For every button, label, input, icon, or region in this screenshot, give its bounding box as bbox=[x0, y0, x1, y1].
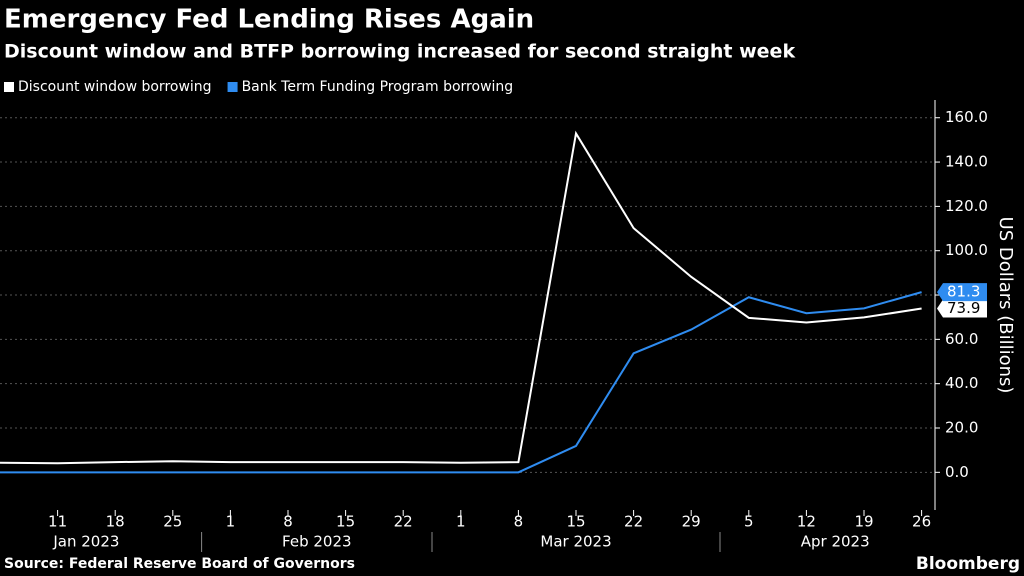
x-tick-label: 5 bbox=[744, 513, 754, 531]
chart-title: Emergency Fed Lending Rises Again bbox=[4, 5, 534, 35]
value-label-box bbox=[937, 283, 987, 302]
value-label: 81.3 bbox=[947, 283, 980, 301]
x-tick-label: 1 bbox=[456, 513, 466, 531]
x-tick-label: 22 bbox=[394, 513, 413, 531]
legend-swatch bbox=[4, 82, 14, 92]
x-tick-label: 29 bbox=[682, 513, 701, 531]
y-tick-label: 160.0 bbox=[945, 108, 988, 126]
y-tick-label: 100.0 bbox=[945, 241, 988, 259]
chart-subtitle: Discount window and BTFP borrowing incre… bbox=[4, 41, 795, 63]
value-label-box bbox=[937, 299, 987, 318]
x-tick-label: 11 bbox=[48, 513, 67, 531]
x-tick-label: 8 bbox=[514, 513, 524, 531]
value-label: 73.9 bbox=[947, 299, 980, 317]
series-line bbox=[0, 130, 922, 465]
x-tick-label: 22 bbox=[624, 513, 643, 531]
month-label: Jan 2023 bbox=[52, 533, 119, 551]
y-axis-label: US Dollars (Billions) bbox=[995, 217, 1016, 394]
y-tick-label: 60.0 bbox=[945, 330, 978, 348]
x-tick-label: 25 bbox=[163, 513, 182, 531]
legend-label: Discount window borrowing bbox=[18, 79, 212, 95]
source: Source: Federal Reserve Board of Governo… bbox=[4, 556, 355, 572]
x-tick-label: 26 bbox=[912, 513, 931, 531]
x-tick-label: 15 bbox=[336, 513, 355, 531]
y-tick-label: 120.0 bbox=[945, 197, 988, 215]
brand: Bloomberg bbox=[916, 554, 1020, 574]
month-label: Apr 2023 bbox=[801, 533, 870, 551]
x-tick-label: 19 bbox=[854, 513, 873, 531]
month-label: Feb 2023 bbox=[282, 533, 352, 551]
legend-swatch bbox=[227, 82, 238, 92]
x-tick-label: 15 bbox=[566, 513, 585, 531]
y-tick-label: 20.0 bbox=[945, 419, 978, 437]
y-tick-label: 0.0 bbox=[945, 463, 969, 481]
series-line bbox=[0, 291, 922, 474]
month-label: Mar 2023 bbox=[540, 533, 611, 551]
y-tick-label: 140.0 bbox=[945, 153, 988, 171]
legend-label: Bank Term Funding Program borrowing bbox=[242, 79, 514, 95]
x-tick-label: 8 bbox=[283, 513, 293, 531]
y-tick-label: 40.0 bbox=[945, 374, 978, 392]
x-tick-label: 1 bbox=[226, 513, 236, 531]
x-tick-label: 18 bbox=[106, 513, 125, 531]
x-tick-label: 12 bbox=[797, 513, 816, 531]
